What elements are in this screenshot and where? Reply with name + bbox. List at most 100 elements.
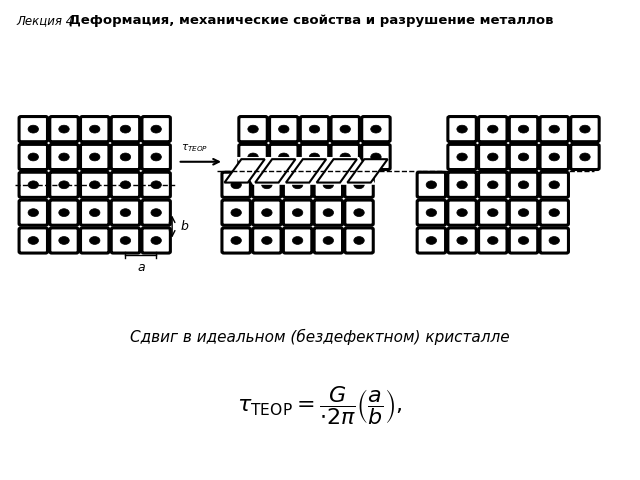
- Circle shape: [488, 209, 498, 216]
- Circle shape: [457, 209, 467, 216]
- FancyBboxPatch shape: [540, 117, 568, 142]
- Text: Деформация, механические свойства и разрушение металлов: Деформация, механические свойства и разр…: [69, 14, 554, 27]
- Circle shape: [549, 153, 559, 161]
- FancyBboxPatch shape: [269, 144, 298, 169]
- FancyBboxPatch shape: [314, 172, 342, 197]
- Circle shape: [323, 209, 333, 216]
- FancyBboxPatch shape: [284, 172, 312, 197]
- FancyBboxPatch shape: [50, 200, 78, 225]
- Circle shape: [28, 125, 38, 133]
- Circle shape: [292, 237, 303, 244]
- Circle shape: [292, 209, 303, 216]
- FancyBboxPatch shape: [448, 117, 476, 142]
- Polygon shape: [225, 159, 265, 182]
- FancyBboxPatch shape: [509, 117, 538, 142]
- Circle shape: [120, 209, 131, 216]
- FancyBboxPatch shape: [284, 228, 312, 253]
- Circle shape: [90, 125, 100, 133]
- Circle shape: [278, 125, 289, 133]
- FancyBboxPatch shape: [111, 228, 140, 253]
- Circle shape: [518, 237, 529, 244]
- FancyBboxPatch shape: [142, 172, 170, 197]
- Circle shape: [151, 181, 161, 189]
- FancyBboxPatch shape: [142, 228, 170, 253]
- FancyBboxPatch shape: [253, 228, 281, 253]
- FancyBboxPatch shape: [239, 117, 268, 142]
- FancyBboxPatch shape: [479, 172, 507, 197]
- FancyBboxPatch shape: [345, 172, 373, 197]
- FancyBboxPatch shape: [540, 144, 568, 169]
- FancyBboxPatch shape: [19, 172, 47, 197]
- Circle shape: [549, 237, 559, 244]
- Text: a: a: [137, 261, 145, 274]
- Circle shape: [518, 209, 529, 216]
- Polygon shape: [255, 159, 296, 182]
- FancyBboxPatch shape: [509, 172, 538, 197]
- Circle shape: [120, 237, 131, 244]
- Circle shape: [231, 209, 241, 216]
- Circle shape: [518, 125, 529, 133]
- Circle shape: [549, 181, 559, 189]
- Circle shape: [151, 209, 161, 216]
- FancyBboxPatch shape: [222, 172, 250, 197]
- Circle shape: [371, 125, 381, 133]
- Circle shape: [518, 181, 529, 189]
- FancyBboxPatch shape: [81, 200, 109, 225]
- Circle shape: [518, 153, 529, 161]
- Circle shape: [354, 209, 364, 216]
- FancyBboxPatch shape: [19, 200, 47, 225]
- FancyBboxPatch shape: [19, 144, 47, 169]
- Circle shape: [28, 209, 38, 216]
- Circle shape: [580, 125, 590, 133]
- Circle shape: [28, 237, 38, 244]
- Circle shape: [59, 209, 69, 216]
- FancyBboxPatch shape: [222, 200, 250, 225]
- Circle shape: [340, 153, 351, 161]
- FancyBboxPatch shape: [479, 200, 507, 225]
- Circle shape: [59, 237, 69, 244]
- Circle shape: [151, 125, 161, 133]
- FancyBboxPatch shape: [314, 228, 342, 253]
- Polygon shape: [348, 159, 388, 182]
- FancyBboxPatch shape: [540, 172, 568, 197]
- FancyBboxPatch shape: [417, 172, 445, 197]
- FancyBboxPatch shape: [142, 144, 170, 169]
- Circle shape: [488, 125, 498, 133]
- Circle shape: [371, 153, 381, 161]
- Circle shape: [580, 153, 590, 161]
- Circle shape: [151, 237, 161, 244]
- FancyBboxPatch shape: [239, 144, 268, 169]
- Text: Лекция 4: Лекция 4: [16, 14, 73, 27]
- Circle shape: [262, 209, 272, 216]
- Circle shape: [309, 153, 320, 161]
- Circle shape: [59, 181, 69, 189]
- Circle shape: [354, 181, 364, 189]
- Circle shape: [90, 237, 100, 244]
- FancyBboxPatch shape: [331, 144, 360, 169]
- Circle shape: [457, 181, 467, 189]
- FancyBboxPatch shape: [50, 117, 78, 142]
- FancyBboxPatch shape: [448, 200, 476, 225]
- Polygon shape: [236, 157, 376, 185]
- FancyBboxPatch shape: [448, 144, 476, 169]
- FancyBboxPatch shape: [540, 200, 568, 225]
- Circle shape: [262, 237, 272, 244]
- Circle shape: [59, 125, 69, 133]
- FancyBboxPatch shape: [571, 117, 599, 142]
- Circle shape: [354, 237, 364, 244]
- FancyBboxPatch shape: [50, 172, 78, 197]
- Polygon shape: [317, 159, 357, 182]
- Circle shape: [231, 181, 241, 189]
- Circle shape: [323, 237, 333, 244]
- FancyBboxPatch shape: [222, 228, 250, 253]
- Circle shape: [90, 181, 100, 189]
- FancyBboxPatch shape: [50, 144, 78, 169]
- Circle shape: [28, 181, 38, 189]
- Circle shape: [248, 125, 259, 133]
- FancyBboxPatch shape: [81, 117, 109, 142]
- FancyBboxPatch shape: [253, 200, 281, 225]
- Text: $\tau_{\mathit{ТЕОР}}$: $\tau_{\mathit{ТЕОР}}$: [181, 142, 208, 154]
- FancyBboxPatch shape: [111, 144, 140, 169]
- FancyBboxPatch shape: [331, 117, 360, 142]
- Circle shape: [549, 125, 559, 133]
